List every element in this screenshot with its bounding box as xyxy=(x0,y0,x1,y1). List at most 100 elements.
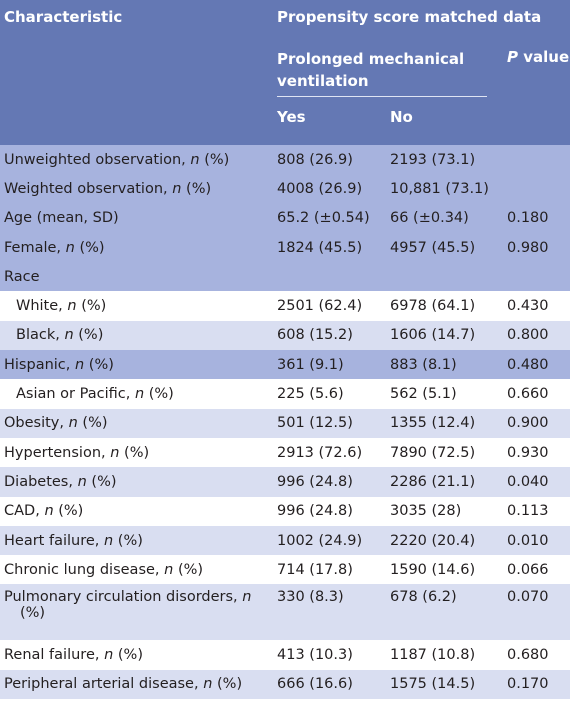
cell-y: 501 (12.5) xyxy=(277,415,353,432)
cell-n: 2193 (73.1) xyxy=(390,151,476,168)
cell-lab: Race xyxy=(4,268,40,285)
cell-lab: Obesity, n (%) xyxy=(4,415,108,432)
table-row: Weighted observation, n (%) 4008 (26.9) 10… xyxy=(0,174,570,204)
cell-p: 0.010 xyxy=(507,532,549,549)
cell-lab: Pulmonary circulation disorders, n (%) xyxy=(4,589,252,622)
table-row: Asian or Pacific, n (%) 225 (5.6) 562 (5.1… xyxy=(0,379,570,409)
header-no: No xyxy=(390,108,413,126)
cell-p: 0.066 xyxy=(507,561,549,578)
cell-y: 2913 (72.6) xyxy=(277,444,363,461)
cell-p: 0.180 xyxy=(507,210,549,227)
cell-y: 996 (24.8) xyxy=(277,503,353,520)
table-row: Chronic lung disease, n (%) 714 (17.8) 159… xyxy=(0,555,570,585)
cell-lab: Hispanic, n (%) xyxy=(4,356,114,373)
cell-n: 1355 (12.4) xyxy=(390,415,476,432)
header-rule xyxy=(277,96,487,97)
table-row: Hispanic, n (%) 361 (9.1) 883 (8.1) 0.480 xyxy=(0,350,570,380)
cell-n: 1606 (14.7) xyxy=(390,327,476,344)
cell-lab: Heart failure, n (%) xyxy=(4,532,143,549)
cell-y: 225 (5.6) xyxy=(277,386,344,403)
cell-y: 808 (26.9) xyxy=(277,151,353,168)
cell-p: 0.980 xyxy=(507,239,549,256)
cell-y: 1002 (24.9) xyxy=(277,532,363,549)
cell-p: 0.660 xyxy=(507,386,549,403)
cell-p: 0.800 xyxy=(507,327,549,344)
header-yes: Yes xyxy=(277,108,306,126)
cell-n: 562 (5.1) xyxy=(390,386,457,403)
header-outcome: Prolonged mechanical ventilation xyxy=(277,50,465,90)
cell-y: 714 (17.8) xyxy=(277,561,353,578)
cell-y: 413 (10.3) xyxy=(277,647,353,664)
table-row: Age (mean, SD) 65.2 (±0.54) 66 (±0.34) 0.18… xyxy=(0,203,570,233)
header-p-value: P value xyxy=(507,48,570,66)
cell-y xyxy=(277,262,390,291)
table-row: Obesity, n (%) 501 (12.5) 1355 (12.4) 0.900 xyxy=(0,408,570,438)
cell-lab: Renal failure, n (%) xyxy=(4,647,143,664)
cell-p: 0.680 xyxy=(507,647,549,664)
cell-n xyxy=(390,262,507,291)
table-row: Female, n (%) 1824 (45.5) 4957 (45.5) 0.980 xyxy=(0,232,570,263)
table-row: White, n (%) 2501 (62.4) 6978 (64.1) 0.430 xyxy=(0,291,570,321)
cell-n: 4957 (45.5) xyxy=(390,239,476,256)
cell-y: 2501 (62.4) xyxy=(277,298,363,315)
cell-p xyxy=(507,145,570,174)
cell-n: 1590 (14.6) xyxy=(390,561,476,578)
cell-y: 996 (24.8) xyxy=(277,473,353,490)
cell-n: 6978 (64.1) xyxy=(390,298,476,315)
cell-y: 361 (9.1) xyxy=(277,356,344,373)
cell-p: 0.430 xyxy=(507,298,549,315)
cell-n: 3035 (28) xyxy=(390,503,462,520)
cell-n: 1187 (10.8) xyxy=(390,647,476,664)
cell-n: 883 (8.1) xyxy=(390,356,457,373)
cell-n: 66 (±0.34) xyxy=(390,210,469,227)
cell-lab: Black, n (%) xyxy=(16,327,104,344)
table-row: Pulmonary circulation disorders, n (%) 33… xyxy=(0,584,570,641)
table-row: Heart failure, n (%) 1002 (24.9) 2220 (20.… xyxy=(0,525,570,556)
cell-p xyxy=(507,174,570,203)
cell-p xyxy=(507,262,570,291)
table-row: Peripheral arterial disease, n (%) 666 (1… xyxy=(0,669,570,700)
header-group: Propensity score matched data xyxy=(277,8,542,26)
cell-lab: White, n (%) xyxy=(16,298,107,315)
cell-p: 0.930 xyxy=(507,444,549,461)
cell-p: 0.480 xyxy=(507,356,549,373)
cell-p: 0.113 xyxy=(507,503,549,520)
table-row: Unweighted observation, n (%) 808 (26.9) 2… xyxy=(0,145,570,175)
table-header: Characteristic Propensity score matched … xyxy=(0,0,570,145)
table-row: Race xyxy=(0,262,570,292)
table-row: Black, n (%) 608 (15.2) 1606 (14.7) 0.800 xyxy=(0,320,570,351)
cell-y: 330 (8.3) xyxy=(277,589,344,606)
cell-lab: Age (mean, SD) xyxy=(4,210,119,227)
cell-p: 0.170 xyxy=(507,676,549,693)
cell-n: 1575 (14.5) xyxy=(390,676,476,693)
cell-p: 0.900 xyxy=(507,415,549,432)
table-row: Hypertension, n (%) 2913 (72.6) 7890 (72.5… xyxy=(0,437,570,468)
cell-y: 1824 (45.5) xyxy=(277,239,363,256)
table-row: Renal failure, n (%) 413 (10.3) 1187 (10.8… xyxy=(0,640,570,670)
header-characteristic: Characteristic xyxy=(4,8,123,26)
cell-lab: Weighted observation, n (%) xyxy=(4,180,212,197)
cell-n: 10,881 (73.1) xyxy=(390,180,489,197)
cell-y: 666 (16.6) xyxy=(277,676,353,693)
data-table: Unweighted observation, n (%) 808 (26.9) 2… xyxy=(0,145,570,700)
cell-lab: Diabetes, n (%) xyxy=(4,473,117,490)
cell-lab: Asian or Pacific, n (%) xyxy=(16,386,174,403)
cell-lab: CAD, n (%) xyxy=(4,503,84,520)
cell-y: 4008 (26.9) xyxy=(277,180,363,197)
cell-lab: Unweighted observation, n (%) xyxy=(4,151,230,168)
cell-lab: Chronic lung disease, n (%) xyxy=(4,561,204,578)
cell-p: 0.040 xyxy=(507,473,549,490)
cell-n: 2286 (21.1) xyxy=(390,473,476,490)
table-row: CAD, n (%) 996 (24.8) 3035 (28) 0.113 xyxy=(0,496,570,526)
cell-y: 608 (15.2) xyxy=(277,327,353,344)
cell-p: 0.070 xyxy=(507,589,549,606)
cell-lab: Hypertension, n (%) xyxy=(4,444,150,461)
cell-n: 2220 (20.4) xyxy=(390,532,476,549)
table-row: Diabetes, n (%) 996 (24.8) 2286 (21.1) 0.04… xyxy=(0,467,570,497)
cell-n: 678 (6.2) xyxy=(390,589,457,606)
cell-y: 65.2 (±0.54) xyxy=(277,210,370,227)
cell-n: 7890 (72.5) xyxy=(390,444,476,461)
cell-lab: Peripheral arterial disease, n (%) xyxy=(4,676,243,693)
cell-lab: Female, n (%) xyxy=(4,239,105,256)
